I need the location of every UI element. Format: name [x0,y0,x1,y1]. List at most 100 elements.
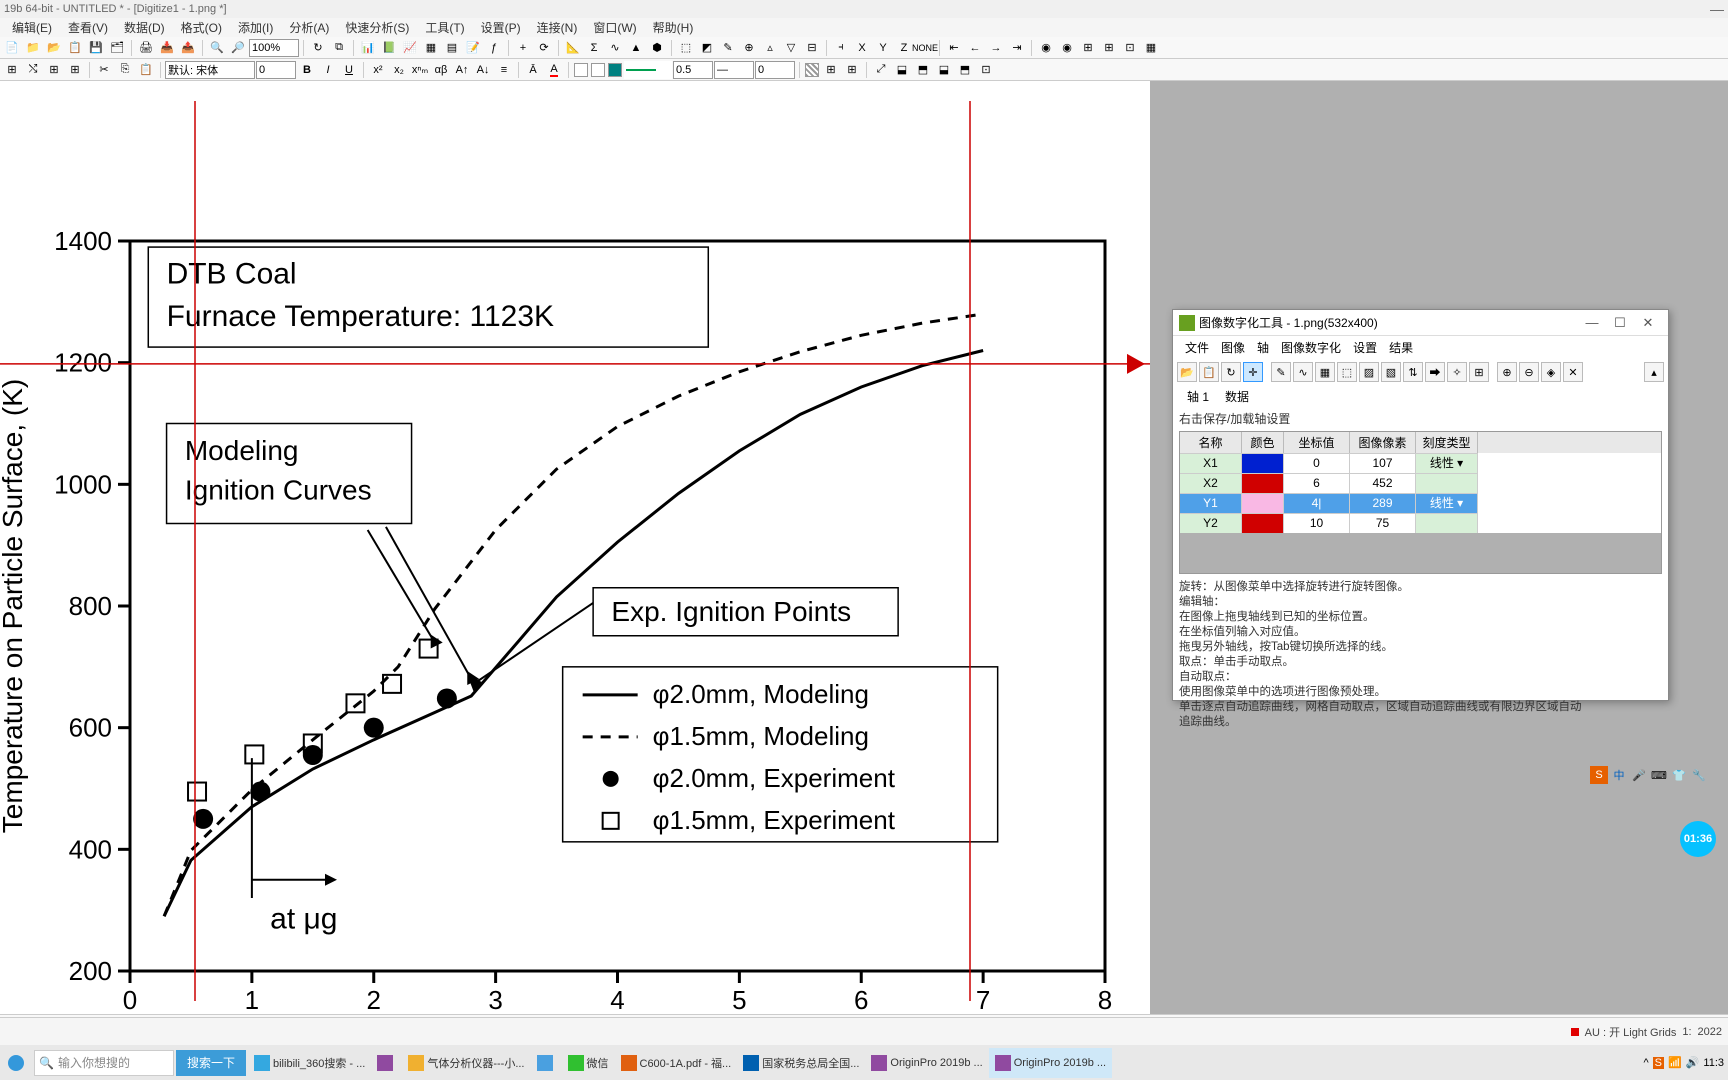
export-icon[interactable]: 📤 [179,39,197,57]
menu-add[interactable]: 添加(I) [230,17,281,38]
menu-quick-analysis[interactable]: 快速分析(S) [337,17,417,38]
rotate-icon[interactable]: ↻ [1221,362,1241,382]
zoom-in-icon[interactable]: 🔍 [208,39,226,57]
import-image-icon[interactable]: 📂 [1177,362,1197,382]
paste-image-icon[interactable]: 📋 [1199,362,1219,382]
pick-point-icon[interactable]: ✎ [1271,362,1291,382]
cut-icon[interactable]: ✂ [95,61,113,79]
axis-color[interactable] [1242,513,1284,533]
dash-combo[interactable]: 0 [755,61,795,79]
zoom-in2-icon[interactable]: ⊕ [1497,362,1517,382]
roi-icon[interactable]: ⬚ [677,39,695,57]
digitizer-dialog[interactable]: 图像数字化工具 - 1.png(532x400) — ☐ ✕ 文件 图像 轴 图… [1172,309,1669,701]
taskbar-item[interactable]: 气体分析仪器---小... [402,1048,530,1078]
next-icon[interactable]: → [987,39,1005,57]
axis-pixel[interactable]: 289 [1350,493,1416,513]
menu-analysis[interactable]: 分析(A) [281,17,337,38]
tray-expand-icon[interactable]: ^ [1643,1057,1648,1069]
tab-data[interactable]: 数据 [1217,386,1257,409]
linewidth-combo[interactable]: 0.5 [673,61,713,79]
axis-value[interactable]: 4| [1284,493,1350,513]
taskbar-item[interactable] [531,1048,562,1078]
refresh-icon[interactable]: ↻ [309,39,327,57]
zoom-out2-icon[interactable]: ⊖ [1519,362,1539,382]
ime-keyboard-icon[interactable]: ⌨ [1650,766,1668,784]
overline-icon[interactable]: Ā [524,61,542,79]
axis-pixel[interactable]: 75 [1350,513,1416,533]
axis-color[interactable] [1242,493,1284,513]
delete-icon[interactable]: ✕ [1563,362,1583,382]
scale3-icon[interactable]: ⬓ [935,61,953,79]
menu-connect[interactable]: 连接(N) [529,17,586,38]
fit-icon[interactable]: 📐 [564,39,582,57]
taskbar-item[interactable]: OriginPro 2019b ... [865,1048,988,1078]
ime-tool-icon[interactable]: 🔧 [1690,766,1708,784]
new-layer-icon[interactable]: ⊞ [45,61,63,79]
axis-scale[interactable] [1416,473,1478,493]
scale4-icon[interactable]: ⬒ [956,61,974,79]
superscript-icon[interactable]: x² [369,61,387,79]
bg-color-swatch[interactable] [574,63,588,77]
axis-row[interactable]: X10107线性 ▾ [1180,453,1661,473]
ime-voice-icon[interactable]: 🎤 [1630,766,1648,784]
fft-icon[interactable]: ∿ [606,39,624,57]
axis-scale[interactable]: 线性 ▾ [1416,453,1478,473]
decrease-font-icon[interactable]: A↓ [474,61,492,79]
axis-name[interactable]: X2 [1180,473,1242,493]
link3-icon[interactable]: ⊞ [1079,39,1097,57]
axis-color[interactable] [1242,453,1284,473]
open-template-icon[interactable]: 📋 [66,39,84,57]
axis-name[interactable]: X1 [1180,453,1242,473]
new-folder-icon[interactable]: 📁 [24,39,42,57]
fontsize-combo[interactable]: 0 [256,61,296,79]
new-data-icon[interactable]: ✧ [1447,362,1467,382]
taskbar-item[interactable]: 国家税务总局全国... [737,1048,865,1078]
ime-sogou-icon[interactable]: S [1590,766,1608,784]
function-icon[interactable]: ƒ [485,39,503,57]
goto-icon[interactable]: ⮕ [1425,362,1445,382]
z-icon[interactable]: Z [895,39,913,57]
y-icon[interactable]: Y [874,39,892,57]
axis-name[interactable]: Y2 [1180,513,1242,533]
add-column-icon[interactable]: + [514,39,532,57]
dmenu-file[interactable]: 文件 [1179,337,1215,358]
mask-icon[interactable]: ◩ [698,39,716,57]
draw-data-icon[interactable]: ✎ [719,39,737,57]
ime-skin-icon[interactable]: 👕 [1670,766,1688,784]
zoom-out-icon[interactable]: 🔎 [229,39,247,57]
axis-scale[interactable]: 线性 ▾ [1416,493,1478,513]
bold-icon[interactable]: B [298,61,316,79]
fill-color-swatch[interactable] [591,63,605,77]
reorder-icon[interactable]: ⇅ [1403,362,1423,382]
delete-point-icon[interactable]: ▧ [1381,362,1401,382]
font-color-icon[interactable]: A [545,61,563,79]
reader-icon[interactable]: ⊕ [740,39,758,57]
scale5-icon[interactable]: ⊡ [977,61,995,79]
axis-row[interactable]: X26452 [1180,473,1661,493]
recalc-icon[interactable]: ⟳ [535,39,553,57]
prev-icon[interactable]: ← [966,39,984,57]
taskbar-search-button[interactable]: 搜索一下 [176,1050,246,1076]
copy-icon[interactable]: ⎘ [116,61,134,79]
new-layout-icon[interactable]: ▤ [443,39,461,57]
axis-value[interactable]: 0 [1284,453,1350,473]
increase-font-icon[interactable]: A↑ [453,61,471,79]
boundary-trace-icon[interactable]: ▨ [1359,362,1379,382]
scale2-icon[interactable]: ⬒ [914,61,932,79]
line-color-swatch[interactable] [608,63,622,77]
greek-icon[interactable]: αβ [432,61,450,79]
zoom-fit-icon[interactable]: ◈ [1541,362,1561,382]
new-excel-icon[interactable]: 📗 [380,39,398,57]
menu-format[interactable]: 格式(O) [173,17,230,38]
collapse-icon[interactable]: ▴ [1644,362,1664,382]
menu-window[interactable]: 窗口(W) [585,17,644,38]
new-notes-icon[interactable]: 📝 [464,39,482,57]
axis-name[interactable]: Y1 [1180,493,1242,513]
auto-trace-icon[interactable]: ∿ [1293,362,1313,382]
chart-canvas[interactable]: 012345678200400600800100012001400Residen… [0,81,1150,1021]
taskbar-item[interactable]: bilibili_360搜索 - ... [248,1048,371,1078]
align-text-icon[interactable]: ≡ [495,61,513,79]
ime-lang[interactable]: 中 [1610,766,1628,784]
digitizer-titlebar[interactable]: 图像数字化工具 - 1.png(532x400) — ☐ ✕ [1173,310,1668,336]
link6-icon[interactable]: ▦ [1142,39,1160,57]
